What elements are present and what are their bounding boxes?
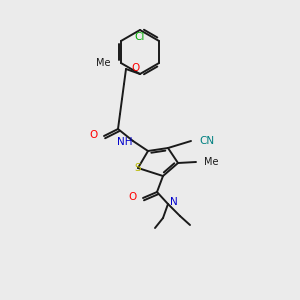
Text: NH: NH (116, 137, 132, 147)
Text: O: O (90, 130, 98, 140)
Text: Cl: Cl (135, 32, 145, 42)
Text: O: O (131, 63, 139, 73)
Text: N: N (170, 197, 178, 207)
Text: S: S (135, 163, 141, 173)
Text: O: O (129, 192, 137, 202)
Text: CN: CN (199, 136, 214, 146)
Text: Me: Me (204, 157, 218, 167)
Text: Me: Me (96, 58, 111, 68)
